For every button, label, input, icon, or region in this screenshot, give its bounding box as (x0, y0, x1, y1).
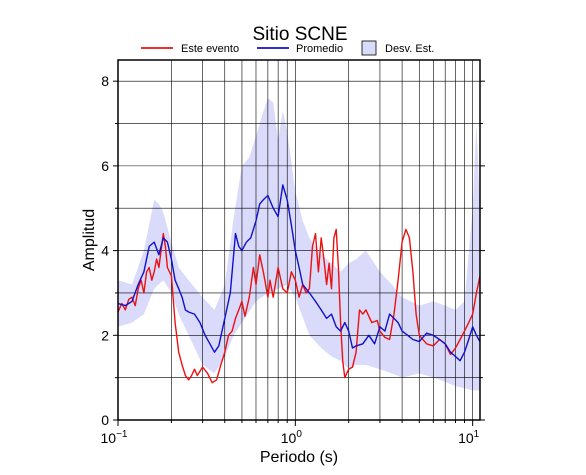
legend-swatch-desv-est (361, 40, 377, 56)
x-axis-label: Periodo (s) (260, 449, 338, 466)
y-tick-label: 2 (101, 327, 109, 343)
legend-label-este-evento: Este evento (181, 43, 239, 55)
chart-title: Sitio SCNE (252, 24, 347, 45)
y-axis-label: Amplitud (81, 209, 98, 271)
series-line-promedio (117, 184, 481, 362)
x-tick-label: 10−1 (101, 429, 128, 446)
y-tick-label: 6 (101, 158, 109, 174)
x-tick-label: 100 (281, 429, 303, 446)
axis-ticks: 0 2 4 6 8 10−1 100 101 (101, 73, 485, 446)
grid (117, 60, 480, 420)
legend-label-promedio: Promedio (296, 43, 343, 55)
y-tick-label: 8 (101, 73, 109, 89)
y-tick-label: 0 (101, 412, 109, 428)
series-lines (117, 184, 481, 384)
y-tick-label: 4 (101, 243, 109, 259)
std-dev-band-area (118, 98, 480, 391)
series-line-este-evento (117, 228, 481, 384)
x-tick-label: 101 (458, 429, 480, 446)
std-dev-band (118, 98, 480, 391)
legend: Este evento Promedio Desv. Est. (141, 40, 434, 56)
legend-label-desv-est: Desv. Est. (385, 43, 434, 55)
plot-frame (117, 59, 481, 421)
